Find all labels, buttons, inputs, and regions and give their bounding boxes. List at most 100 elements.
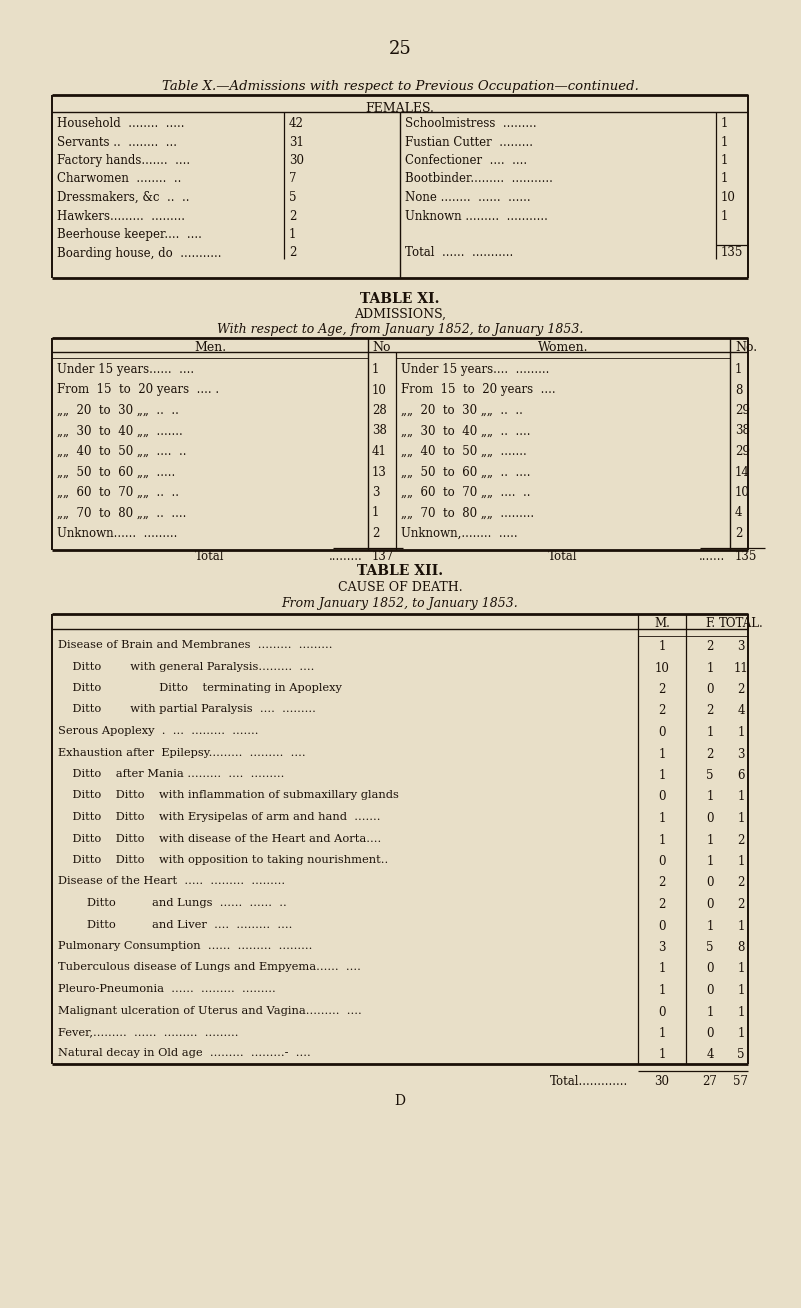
Text: Disease of Brain and Membranes  .........  .........: Disease of Brain and Membranes .........… [58, 640, 332, 650]
Text: 1: 1 [737, 1027, 745, 1040]
Text: 10: 10 [735, 487, 750, 498]
Text: ADMISSIONS,: ADMISSIONS, [354, 307, 446, 320]
Text: 57: 57 [734, 1075, 748, 1088]
Text: Household  ........  .....: Household ........ ..... [57, 116, 184, 129]
Text: 5: 5 [706, 940, 714, 954]
Text: 30: 30 [289, 154, 304, 167]
Text: Ditto    Ditto    with disease of the Heart and Aorta....: Ditto Ditto with disease of the Heart an… [58, 833, 381, 844]
Text: 1: 1 [706, 790, 714, 803]
Text: „„  60  to  70 „„  ..  ..: „„ 60 to 70 „„ .. .. [57, 487, 179, 498]
Text: 0: 0 [706, 1027, 714, 1040]
Text: 0: 0 [658, 790, 666, 803]
Text: 38: 38 [372, 425, 387, 437]
Text: 10: 10 [372, 383, 387, 396]
Text: F.: F. [705, 617, 715, 630]
Text: „„  30  to  40 „„  .......: „„ 30 to 40 „„ ....... [57, 425, 183, 437]
Text: 1: 1 [721, 154, 728, 167]
Text: 2: 2 [737, 833, 745, 846]
Text: „„  40  to  50 „„  ....  ..: „„ 40 to 50 „„ .... .. [57, 445, 187, 458]
Text: Schoolmistress  .........: Schoolmistress ......... [405, 116, 537, 129]
Text: 1: 1 [706, 726, 714, 739]
Text: 0: 0 [658, 920, 666, 933]
Text: „„  20  to  30 „„  ..  ..: „„ 20 to 30 „„ .. .. [401, 404, 523, 417]
Text: From January 1852, to January 1853.: From January 1852, to January 1853. [282, 596, 518, 610]
Text: 0: 0 [658, 1006, 666, 1019]
Text: Bootbinder.........  ...........: Bootbinder......... ........... [405, 173, 553, 186]
Text: Servants ..  ........  ...: Servants .. ........ ... [57, 136, 177, 149]
Text: 2: 2 [658, 876, 666, 889]
Text: „„  30  to  40 „„  ..  ....: „„ 30 to 40 „„ .. .... [401, 425, 530, 437]
Text: Total.............: Total............. [549, 1075, 628, 1088]
Text: 4: 4 [737, 705, 745, 718]
Text: Disease of the Heart  .....  .........  .........: Disease of the Heart ..... ......... ...… [58, 876, 285, 887]
Text: Fever,.........  ......  .........  .........: Fever,......... ...... ......... .......… [58, 1027, 239, 1037]
Text: „„  60  to  70 „„  ....  ..: „„ 60 to 70 „„ .... .. [401, 487, 530, 498]
Text: 0: 0 [658, 726, 666, 739]
Text: FEMALES.: FEMALES. [365, 102, 434, 115]
Text: 137: 137 [372, 551, 394, 564]
Text: 1: 1 [658, 1049, 666, 1062]
Text: 0: 0 [706, 812, 714, 825]
Text: 8: 8 [737, 940, 745, 954]
Text: TABLE XII.: TABLE XII. [357, 564, 443, 578]
Text: 0: 0 [706, 899, 714, 910]
Text: 2: 2 [737, 876, 745, 889]
Text: „„  40  to  50 „„  .......: „„ 40 to 50 „„ ....... [401, 445, 527, 458]
Text: 3: 3 [372, 487, 380, 498]
Text: 2: 2 [372, 527, 380, 540]
Text: 1: 1 [658, 812, 666, 825]
Text: CAUSE OF DEATH.: CAUSE OF DEATH. [338, 581, 462, 594]
Text: Total: Total [548, 551, 578, 564]
Text: Boarding house, do  ...........: Boarding house, do ........... [57, 246, 222, 259]
Text: Ditto    Ditto    with opposition to taking nourishment..: Ditto Ditto with opposition to taking no… [58, 855, 388, 865]
Text: 25: 25 [388, 41, 412, 58]
Text: 1: 1 [737, 920, 745, 933]
Text: 2: 2 [289, 209, 296, 222]
Text: 2: 2 [737, 683, 745, 696]
Text: 10: 10 [654, 662, 670, 675]
Text: 27: 27 [702, 1075, 718, 1088]
Text: 0: 0 [706, 683, 714, 696]
Text: „„  70  to  80 „„  .........: „„ 70 to 80 „„ ......... [401, 506, 534, 519]
Text: Women.: Women. [537, 341, 588, 354]
Text: Ditto    Ditto    with Erysipelas of arm and hand  .......: Ditto Ditto with Erysipelas of arm and h… [58, 812, 380, 821]
Text: Unknown,........  .....: Unknown,........ ..... [401, 527, 517, 540]
Text: 1: 1 [706, 855, 714, 869]
Text: 1: 1 [658, 963, 666, 976]
Text: 1: 1 [658, 640, 666, 653]
Text: With respect to Age, from January 1852, to January 1853.: With respect to Age, from January 1852, … [217, 323, 583, 336]
Text: 6: 6 [737, 769, 745, 782]
Text: 7: 7 [289, 173, 296, 186]
Text: 1: 1 [658, 1027, 666, 1040]
Text: Serous Apoplexy  .  ...  .........  .......: Serous Apoplexy . ... ......... ....... [58, 726, 259, 736]
Text: Ditto          and Liver  ....  .........  ....: Ditto and Liver .... ......... .... [58, 920, 292, 930]
Text: Hawkers.........  .........: Hawkers......... ......... [57, 209, 185, 222]
Text: „„  50  to  60 „„  .....: „„ 50 to 60 „„ ..... [57, 466, 175, 479]
Text: „„  70  to  80 „„  ..  ....: „„ 70 to 80 „„ .. .... [57, 506, 187, 519]
Text: 1: 1 [658, 984, 666, 997]
Text: 2: 2 [289, 246, 296, 259]
Text: 14: 14 [735, 466, 750, 479]
Text: 1: 1 [372, 506, 380, 519]
Text: 1: 1 [735, 364, 743, 375]
Text: 2: 2 [658, 683, 666, 696]
Text: Total: Total [195, 551, 225, 564]
Text: 1: 1 [721, 136, 728, 149]
Text: Exhaustion after  Epilepsy.........  .........  ....: Exhaustion after Epilepsy......... .....… [58, 747, 306, 757]
Text: 1: 1 [372, 364, 380, 375]
Text: 29: 29 [735, 445, 750, 458]
Text: From  15  to  20 years  .... .: From 15 to 20 years .... . [57, 383, 219, 396]
Text: 2: 2 [658, 899, 666, 910]
Text: Under 15 years......  ....: Under 15 years...... .... [57, 364, 194, 375]
Text: Ditto        with partial Paralysis  ....  .........: Ditto with partial Paralysis .... ......… [58, 705, 316, 714]
Text: „„  20  to  30 „„  ..  ..: „„ 20 to 30 „„ .. .. [57, 404, 179, 417]
Text: 41: 41 [372, 445, 387, 458]
Text: Natural decay in Old age  .........  .........-  ....: Natural decay in Old age ......... .....… [58, 1049, 311, 1058]
Text: 1: 1 [737, 984, 745, 997]
Text: 1: 1 [658, 747, 666, 760]
Text: Table X.—Admissions with respect to Previous Occupation—continued.: Table X.—Admissions with respect to Prev… [162, 80, 638, 93]
Text: 30: 30 [654, 1075, 670, 1088]
Text: No.: No. [735, 341, 757, 354]
Text: TOTAL.: TOTAL. [718, 617, 763, 630]
Text: 2: 2 [706, 640, 714, 653]
